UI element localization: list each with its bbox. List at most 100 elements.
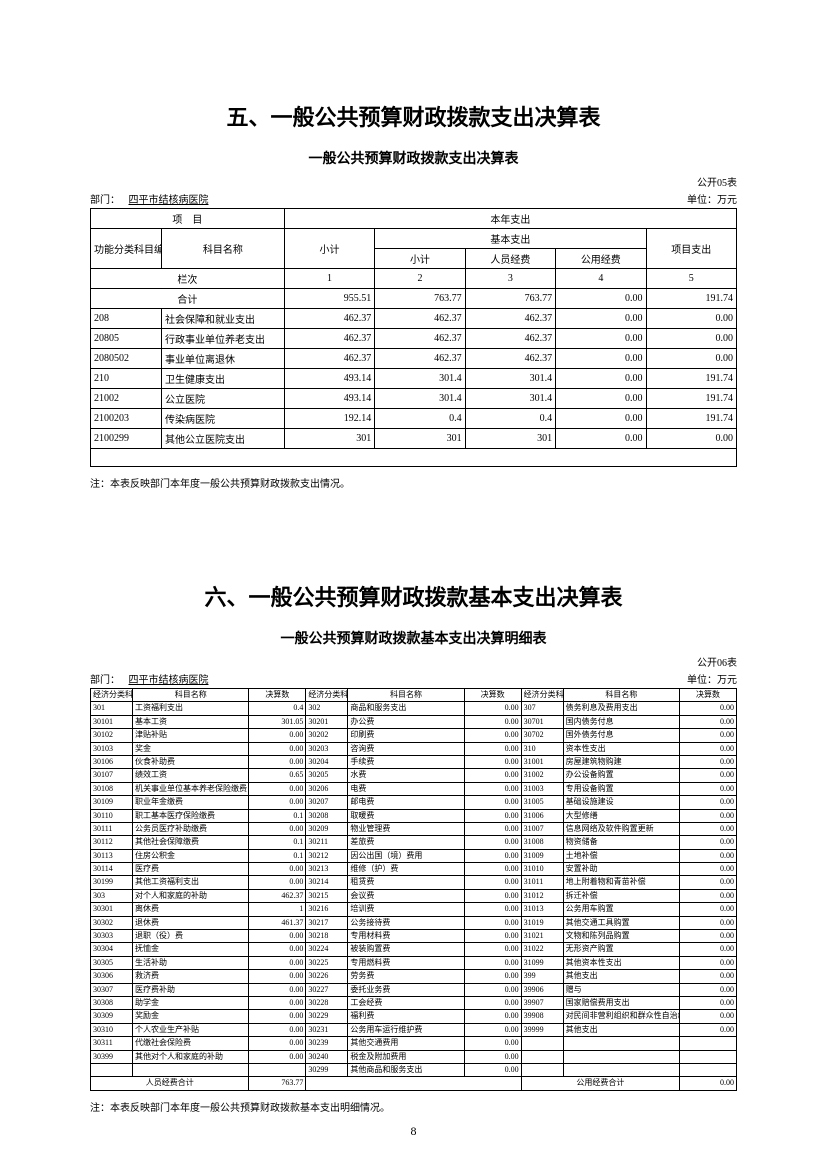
t5-c4: 0.00 xyxy=(556,409,646,429)
t6-cell: 30226 xyxy=(306,970,348,983)
t6-cell: 30208 xyxy=(306,809,348,822)
t6-cell xyxy=(563,1050,679,1063)
t6-cell: 31013 xyxy=(521,903,563,916)
t6-cell: 30205 xyxy=(306,769,348,782)
t6-cell: 基础设施建设 xyxy=(563,796,679,809)
table-row: 30308助学金0.0030228工会经费0.0039907国家赔偿费用支出0.… xyxy=(91,996,737,1009)
t6-cell: 30109 xyxy=(91,796,133,809)
t6-cell: 代缴社会保险费 xyxy=(133,1037,249,1050)
t6-cell: 救济费 xyxy=(133,970,249,983)
t6-cell: 咨询费 xyxy=(348,742,464,755)
hdr-xj2: 小计 xyxy=(375,249,465,269)
t6-cell: 0.00 xyxy=(680,943,737,956)
t6-cell: 0.00 xyxy=(249,1050,306,1063)
t5-c3: 301.4 xyxy=(465,369,555,389)
t6-h-name3: 科目名称 xyxy=(563,689,679,702)
t6-cell: 0.00 xyxy=(249,970,306,983)
t6-cell: 0.00 xyxy=(464,970,521,983)
t6-cell: 30107 xyxy=(91,769,133,782)
t5-c2: 462.37 xyxy=(375,329,465,349)
t6-cell: 0.00 xyxy=(249,742,306,755)
t6-cell: 0.00 xyxy=(464,809,521,822)
t5-c2: 301.4 xyxy=(375,389,465,409)
t6-cell: 31002 xyxy=(521,769,563,782)
t6-cell: 物业管理费 xyxy=(348,822,464,835)
t6-cell: 0.00 xyxy=(680,782,737,795)
t5-c4: 0.00 xyxy=(556,329,646,349)
t6-cell: 30308 xyxy=(91,996,133,1009)
t6-cell: 30199 xyxy=(91,876,133,889)
t6-cell: 30311 xyxy=(91,1037,133,1050)
table-row: 30399其他对个人和家庭的补助0.0030240税金及附加费用0.00 xyxy=(91,1050,737,1063)
t5-code: 2080502 xyxy=(91,349,162,369)
t6-cell: 0.00 xyxy=(464,836,521,849)
t6-cell: 0.00 xyxy=(680,715,737,728)
t6-cell xyxy=(249,1063,306,1076)
t6-cell: 绩效工资 xyxy=(133,769,249,782)
hdr-xj: 小计 xyxy=(284,229,374,269)
t6-cell: 其他支出 xyxy=(563,970,679,983)
t6-cell: 对个人和家庭的补助 xyxy=(133,889,249,902)
t6-cell: 0.00 xyxy=(680,742,737,755)
t6-h-val1: 决算数 xyxy=(249,689,306,702)
t6-cell: 30305 xyxy=(91,956,133,969)
sheet-code-5: 公开05表 xyxy=(697,174,737,189)
t6-cell: 30217 xyxy=(306,916,348,929)
t5-c2: 301 xyxy=(375,429,465,449)
t5-code: 210 xyxy=(91,369,162,389)
hdr-gy: 公用经费 xyxy=(556,249,646,269)
t6-cell: 公务员医疗补助缴费 xyxy=(133,822,249,835)
table-row: 30310个人农业生产补贴0.0030231公务用车运行维护费0.0039999… xyxy=(91,1023,737,1036)
t6-cell: 0.00 xyxy=(680,916,737,929)
t6-cell: 福利费 xyxy=(348,1010,464,1023)
t5-code: 2100203 xyxy=(91,409,162,429)
table-row: 30305生活补助0.0030225专用燃料费0.0031099其他资本性支出0… xyxy=(91,956,737,969)
t6-cell: 30239 xyxy=(306,1037,348,1050)
t6-cell: 0.00 xyxy=(680,849,737,862)
t6-cell xyxy=(91,1063,133,1076)
t6-cell: 30108 xyxy=(91,782,133,795)
t6-cell: 30304 xyxy=(91,943,133,956)
t6-cell: 信息网络及软件购置更新 xyxy=(563,822,679,835)
meta-row-6b: 部门： 四平市结核病医院 单位：万元 xyxy=(90,671,737,686)
t6-cell: 30299 xyxy=(306,1063,348,1076)
t6-cell: 31008 xyxy=(521,836,563,849)
t6-cell: 退休费 xyxy=(133,916,249,929)
t6-cell: 国外债务付息 xyxy=(563,729,679,742)
table-row: 303对个人和家庭的补助462.3730215会议费0.0031012拆迁补偿0… xyxy=(91,889,737,902)
t6-cell: 商品和服务支出 xyxy=(348,702,464,715)
t6-cell: 0.00 xyxy=(464,796,521,809)
t5-c5: 0.00 xyxy=(646,329,736,349)
table-row: 30311代缴社会保险费0.0030239其他交通费用0.00 xyxy=(91,1037,737,1050)
t5-tot-2: 763.77 xyxy=(375,289,465,309)
t6-cell: 39907 xyxy=(521,996,563,1009)
t6-cell: 土地补偿 xyxy=(563,849,679,862)
t6-h-val3: 决算数 xyxy=(680,689,737,702)
t6-cell: 31006 xyxy=(521,809,563,822)
t6-cell: 0.00 xyxy=(680,702,737,715)
t6-cell: 0.00 xyxy=(249,863,306,876)
t6-cell: 0.00 xyxy=(680,1023,737,1036)
t6-cell: 基本工资 xyxy=(133,715,249,728)
t6-cell: 其他交通费用 xyxy=(348,1037,464,1050)
t6-cell: 0.00 xyxy=(464,996,521,1009)
t6-cell: 1 xyxy=(249,903,306,916)
t6-cell: 30702 xyxy=(521,729,563,742)
note-5: 注：本表反映部门本年度一般公共预算财政拨款支出情况。 xyxy=(90,475,737,490)
t6-cell: 0.00 xyxy=(680,903,737,916)
t6-cell: 医疗费补助 xyxy=(133,983,249,996)
t6-cell: 0.00 xyxy=(249,755,306,768)
t5-c3: 301.4 xyxy=(465,389,555,409)
table-6: 经济分类科目编码 科目名称 决算数 经济分类科目编码 科目名称 决算数 经济分类… xyxy=(90,688,737,1091)
t5-name: 传染病医院 xyxy=(162,409,285,429)
t6-cell: 邮电费 xyxy=(348,796,464,809)
t6-cell: 国内债务付息 xyxy=(563,715,679,728)
t5-name: 行政事业单位养老支出 xyxy=(162,329,285,349)
t6-cell: 30112 xyxy=(91,836,133,849)
t6-cell: 国家赔偿费用支出 xyxy=(563,996,679,1009)
t6-cell: 0.1 xyxy=(249,849,306,862)
t6-cell: 31005 xyxy=(521,796,563,809)
t6-cell: 0.00 xyxy=(680,769,737,782)
t6-cell: 公务用车购置 xyxy=(563,903,679,916)
t5-c3: 301 xyxy=(465,429,555,449)
